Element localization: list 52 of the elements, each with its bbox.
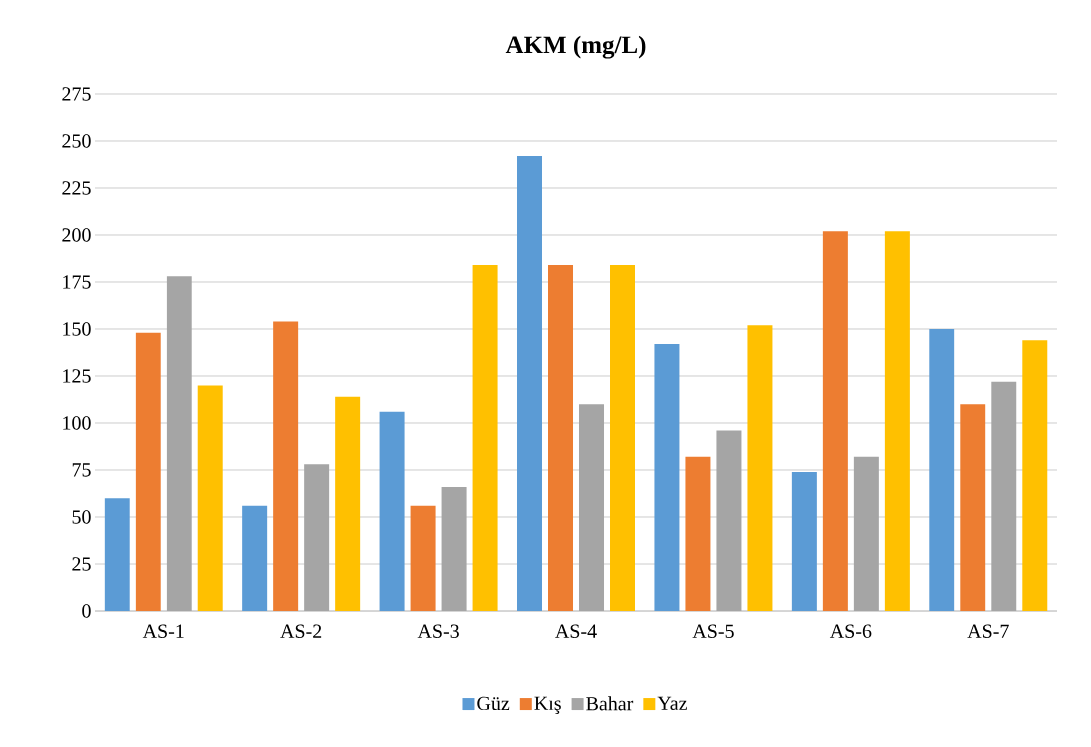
x-tick-label: AS-3 <box>417 624 459 638</box>
y-tick-label: 150 <box>63 322 91 336</box>
x-tick-label: AS-5 <box>692 624 734 638</box>
bar <box>791 471 817 611</box>
bar <box>517 156 543 611</box>
x-tick-label: AS-2 <box>280 624 322 638</box>
y-tick-label: 50 <box>72 510 91 524</box>
y-tick-label: 200 <box>62 228 91 242</box>
bar <box>472 265 498 611</box>
x-tick-label: AS-4 <box>555 624 597 638</box>
bar <box>335 396 361 611</box>
y-tick-label: 25 <box>72 557 91 571</box>
bar <box>379 411 405 611</box>
x-tick-label: AS-7 <box>967 624 1009 638</box>
bar <box>548 265 574 611</box>
bar <box>579 404 605 611</box>
y-tick-label: 125 <box>63 369 91 383</box>
bar <box>747 325 773 611</box>
y-tick-label: 100 <box>63 416 91 430</box>
legend-label: Bahar <box>586 696 634 711</box>
y-tick-label: 225 <box>62 181 91 195</box>
bar <box>991 381 1017 611</box>
bar <box>197 385 223 611</box>
y-tick-label: 0 <box>82 604 91 618</box>
bar <box>884 231 910 611</box>
bar <box>610 265 636 611</box>
y-tick-label: 250 <box>62 134 91 148</box>
y-tick-label: 275 <box>62 87 91 101</box>
bar <box>822 231 848 611</box>
legend-label: Güz <box>477 696 510 711</box>
bar <box>242 505 268 611</box>
bar <box>960 404 986 611</box>
legend-label: Yaz <box>657 696 687 711</box>
bar <box>853 456 879 611</box>
x-tick-label: AS-1 <box>142 624 184 638</box>
legend-label: Kış <box>534 696 561 715</box>
bar <box>135 332 161 611</box>
bar <box>410 505 436 611</box>
bar <box>304 464 330 611</box>
bar <box>654 344 680 611</box>
y-tick-label: 75 <box>72 463 91 477</box>
y-tick-label: 175 <box>63 275 91 289</box>
bar <box>166 276 192 611</box>
bar <box>273 321 299 611</box>
bar <box>716 430 742 611</box>
bar <box>685 456 711 611</box>
x-tick-label: AS-6 <box>829 624 872 638</box>
bar <box>104 498 130 611</box>
chart-title: AKM (mg/L) <box>505 35 646 59</box>
bar <box>1022 340 1048 611</box>
bar <box>441 486 467 611</box>
bar <box>929 328 955 611</box>
